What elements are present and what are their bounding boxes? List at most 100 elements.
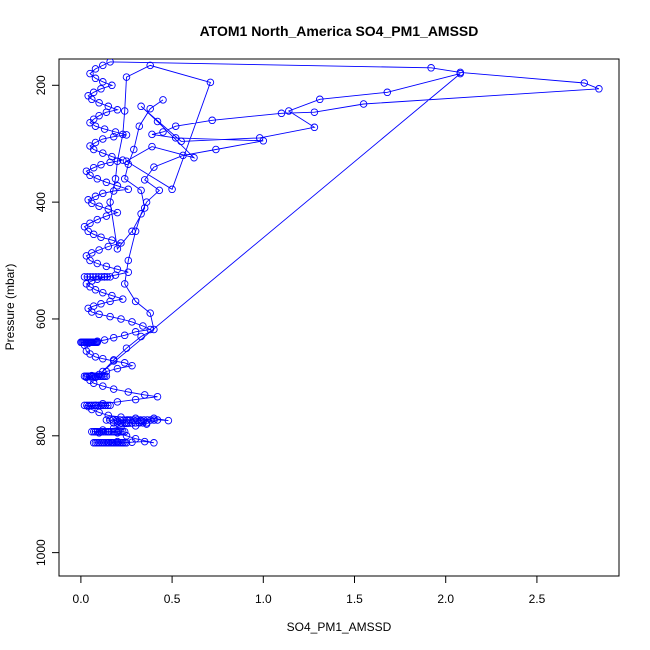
data-series <box>77 59 603 447</box>
data-point <box>80 222 89 231</box>
data-point <box>91 427 100 436</box>
data-point <box>159 96 167 104</box>
data-point <box>140 204 149 212</box>
data-point <box>113 398 122 406</box>
data-point <box>122 73 131 81</box>
data-point <box>595 85 603 93</box>
data-point <box>106 312 114 321</box>
data-point <box>93 175 102 183</box>
y-tick-label: 1000 <box>34 539 48 566</box>
x-tick-label: 0.0 <box>73 592 90 606</box>
data-point <box>122 131 131 139</box>
data-point <box>84 402 92 411</box>
data-point <box>206 78 215 87</box>
data-point <box>103 427 112 436</box>
data-point <box>109 356 118 364</box>
data-point <box>120 427 129 436</box>
y-tick-label: 600 <box>34 309 48 329</box>
data-point <box>124 388 133 396</box>
data-point <box>91 74 100 83</box>
data-point <box>140 176 149 184</box>
data-point <box>106 273 114 281</box>
data-point <box>580 79 589 87</box>
data-point <box>84 196 92 204</box>
data-point <box>99 189 107 198</box>
data-point <box>137 186 145 195</box>
data-point <box>83 273 92 281</box>
data-point <box>131 297 140 306</box>
y-tick-label: 200 <box>34 75 48 95</box>
data-point <box>255 134 264 142</box>
data-point <box>164 416 173 425</box>
data-point <box>122 439 131 447</box>
data-point <box>95 310 103 319</box>
data-point <box>131 395 140 404</box>
data-point <box>95 202 103 210</box>
data-point <box>103 273 111 281</box>
data-point <box>84 92 92 100</box>
data-point <box>119 156 127 164</box>
data-point <box>131 434 140 443</box>
data-point <box>117 315 125 323</box>
axes: 0.0 0.5 1.0 1.5 2.0 2.5 200 400 600 800 1000 <box>34 75 545 606</box>
data-point <box>93 427 102 436</box>
data-point <box>104 411 113 420</box>
data-point <box>93 275 102 283</box>
data-point <box>119 439 127 447</box>
data-point <box>91 65 100 73</box>
data-point <box>140 437 149 446</box>
data-point <box>99 135 107 143</box>
data-point <box>113 419 122 427</box>
data-point <box>108 291 116 300</box>
data-point <box>80 273 89 281</box>
data-point <box>91 192 100 201</box>
data-point <box>89 163 98 172</box>
data-point <box>153 416 162 424</box>
data-point <box>105 427 113 436</box>
data-point <box>109 427 117 436</box>
data-point <box>106 198 114 206</box>
data-point <box>208 116 216 125</box>
data-point <box>128 227 136 236</box>
data-point <box>107 427 115 436</box>
data-point <box>146 325 154 334</box>
data-point <box>212 145 220 154</box>
data-point <box>104 242 113 251</box>
data-point <box>137 210 145 218</box>
x-axis-label: SO4_PM1_AMSSD <box>287 620 392 634</box>
data-point <box>99 427 108 436</box>
data-point <box>95 111 103 120</box>
data-point <box>113 182 122 190</box>
data-point <box>113 208 122 217</box>
data-point <box>120 175 129 183</box>
data-point <box>119 130 127 139</box>
data-point <box>108 81 116 90</box>
data-point <box>95 427 104 436</box>
data-point <box>97 300 105 308</box>
data-point <box>171 134 180 142</box>
data-point <box>131 419 140 427</box>
data-point <box>95 99 103 107</box>
data-point <box>91 138 100 147</box>
data-point <box>89 115 98 123</box>
data-point <box>94 273 103 281</box>
data-point <box>108 236 116 244</box>
data-point <box>99 61 107 70</box>
x-tick-label: 1.0 <box>255 592 272 606</box>
data-point <box>148 142 156 151</box>
data-point <box>277 109 286 118</box>
data-point <box>427 64 435 72</box>
data-point <box>86 256 94 265</box>
data-point <box>89 88 98 97</box>
x-tick-label: 2.0 <box>437 592 454 606</box>
data-point <box>179 151 187 160</box>
data-point <box>146 61 154 70</box>
data-point <box>104 102 113 111</box>
data-point <box>102 372 111 380</box>
data-point <box>109 132 118 141</box>
data-point <box>111 427 119 436</box>
data-point <box>93 338 102 347</box>
data-point <box>150 325 158 334</box>
data-point <box>120 280 129 288</box>
data-point <box>109 385 118 393</box>
